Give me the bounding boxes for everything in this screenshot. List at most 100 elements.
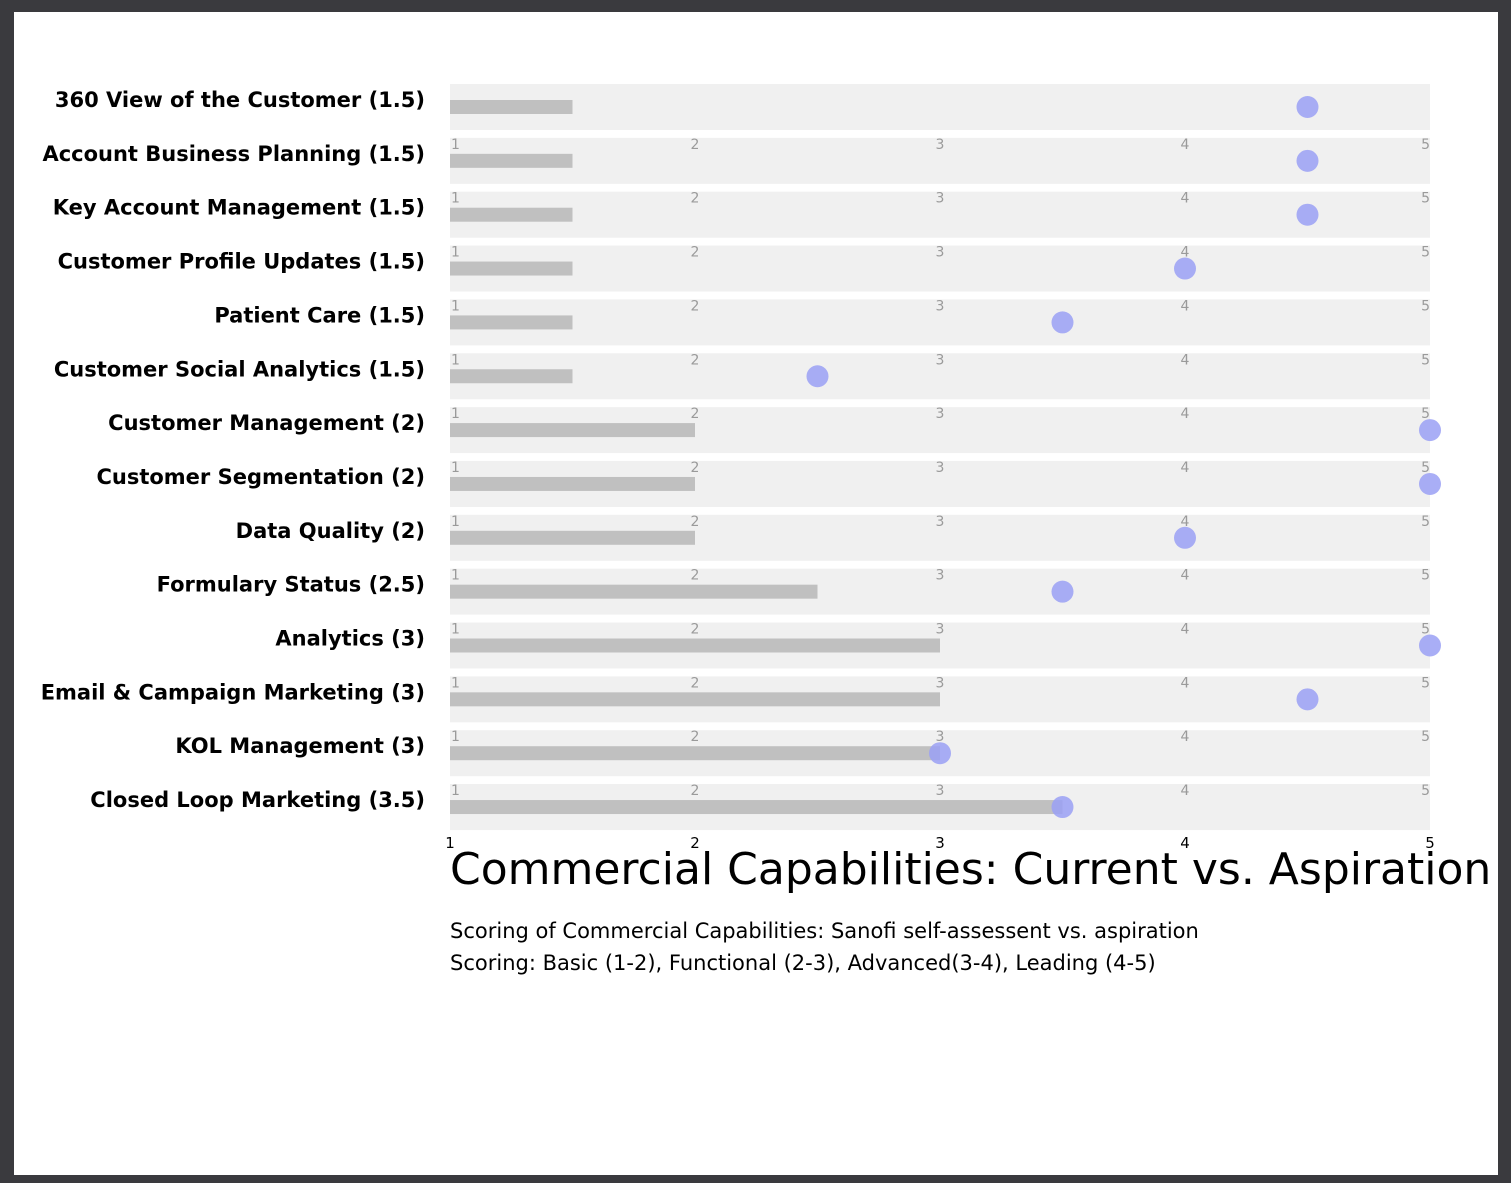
row-tick-label: 3 xyxy=(936,245,945,261)
category-label: Key Account Management (1.5) xyxy=(53,196,425,220)
row-band xyxy=(450,84,1430,130)
row-tick-label: 5 xyxy=(1421,675,1430,691)
row-band xyxy=(450,353,1430,400)
row-tick-label: 1 xyxy=(451,675,460,691)
row-tick-label: 5 xyxy=(1421,352,1430,368)
row-tick-label: 3 xyxy=(936,622,945,638)
row-tick-label: 1 xyxy=(451,137,460,153)
current-bar xyxy=(450,746,940,761)
current-bar xyxy=(450,100,573,114)
current-bar xyxy=(450,584,818,599)
row-tick-label: 3 xyxy=(936,568,945,584)
aspiration-dot xyxy=(1174,526,1196,549)
chart-subtitle-line-1: Scoring of Commercial Capabilities: Sano… xyxy=(450,919,1199,943)
row-tick-label: 3 xyxy=(936,298,945,314)
current-bar xyxy=(450,638,940,653)
current-bar xyxy=(450,207,573,222)
row-tick-label: 5 xyxy=(1421,729,1430,745)
category-label: Customer Management (2) xyxy=(108,411,425,435)
row-tick-label: 5 xyxy=(1421,568,1430,584)
row-tick-label: 4 xyxy=(1181,406,1190,422)
category-label: 360 View of the Customer (1.5) xyxy=(55,88,425,112)
row-tick-label: 2 xyxy=(691,298,700,314)
row-tick-label: 2 xyxy=(691,406,700,422)
row-tick-label: 4 xyxy=(1181,729,1190,745)
aspiration-dot xyxy=(1051,580,1074,603)
aspiration-dot xyxy=(1419,472,1441,495)
current-bar xyxy=(450,423,695,438)
chart-svg: 360 View of the Customer (1.5) 1 2 3 4 5 Accou… xyxy=(41,84,1441,852)
aspiration-dot xyxy=(806,365,829,388)
aspiration-dot xyxy=(1051,796,1074,819)
row-band xyxy=(450,245,1430,292)
row-tick-label: 2 xyxy=(691,514,700,530)
category-label: Customer Profile Updates (1.5) xyxy=(58,250,425,274)
aspiration-dot xyxy=(1296,149,1319,172)
current-bar xyxy=(450,315,573,330)
category-label: Closed Loop Marketing (3.5) xyxy=(90,788,425,812)
current-bar xyxy=(450,530,695,545)
row-tick-label: 2 xyxy=(691,675,700,691)
row-tick-label: 1 xyxy=(451,568,460,584)
row-tick-label: 3 xyxy=(936,783,945,799)
category-label: Patient Care (1.5) xyxy=(214,303,425,327)
x-axis-tick-label: 5 xyxy=(1425,834,1435,852)
current-bar xyxy=(450,800,1063,815)
row-tick-label: 5 xyxy=(1421,245,1430,261)
aspiration-dot xyxy=(1296,203,1319,226)
row-tick-label: 1 xyxy=(451,191,460,207)
aspiration-dot xyxy=(1296,688,1319,711)
row-tick-label: 2 xyxy=(691,568,700,584)
row-tick-label: 5 xyxy=(1421,783,1430,799)
row-tick-label: 1 xyxy=(451,406,460,422)
aspiration-dot xyxy=(1174,257,1196,280)
row-tick-label: 5 xyxy=(1421,137,1430,153)
row-tick-label: 3 xyxy=(936,137,945,153)
row-tick-label: 4 xyxy=(1181,298,1190,314)
row-tick-label: 2 xyxy=(691,622,700,638)
category-label: Customer Segmentation (2) xyxy=(96,465,425,489)
row-tick-label: 4 xyxy=(1181,514,1190,530)
category-label: Email & Campaign Marketing (3) xyxy=(41,680,425,704)
category-label: Formulary Status (2.5) xyxy=(157,573,425,597)
row-tick-label: 2 xyxy=(691,191,700,207)
chart-subtitle-line-2: Scoring: Basic (1-2), Functional (2-3), … xyxy=(450,951,1156,975)
category-label: Customer Social Analytics (1.5) xyxy=(54,357,425,381)
category-label: Analytics (3) xyxy=(275,627,425,651)
current-bar xyxy=(450,692,940,707)
row-tick-label: 4 xyxy=(1181,137,1190,153)
x-axis-tick-label: 4 xyxy=(1180,834,1190,852)
row-tick-label: 1 xyxy=(451,514,460,530)
row-tick-label: 5 xyxy=(1421,191,1430,207)
row-tick-label: 4 xyxy=(1181,460,1190,476)
current-bar xyxy=(450,153,573,168)
x-axis-tick-label: 1 xyxy=(445,834,455,852)
aspiration-dot xyxy=(1419,419,1441,442)
row-tick-label: 4 xyxy=(1181,622,1190,638)
row-tick-label: 2 xyxy=(691,729,700,745)
row-tick-label: 5 xyxy=(1421,406,1430,422)
row-band xyxy=(450,191,1430,238)
row-tick-label: 3 xyxy=(936,352,945,368)
row-tick-label: 5 xyxy=(1421,460,1430,476)
row-tick-label: 4 xyxy=(1181,352,1190,368)
row-tick-label: 2 xyxy=(691,137,700,153)
row-tick-label: 1 xyxy=(451,783,460,799)
category-label: KOL Management (3) xyxy=(175,734,425,758)
current-bar xyxy=(450,261,573,276)
chart-page: 360 View of the Customer (1.5) 1 2 3 4 5 Accou… xyxy=(14,12,1498,1175)
row-band xyxy=(450,137,1430,184)
category-label: Data Quality (2) xyxy=(236,519,425,543)
row-tick-label: 4 xyxy=(1181,675,1190,691)
row-tick-label: 3 xyxy=(936,460,945,476)
row-tick-label: 2 xyxy=(691,783,700,799)
row-tick-label: 1 xyxy=(451,298,460,314)
row-tick-label: 2 xyxy=(691,245,700,261)
x-axis-tick-label: 2 xyxy=(690,834,700,852)
row-tick-label: 1 xyxy=(451,622,460,638)
row-tick-label: 4 xyxy=(1181,191,1190,207)
row-tick-label: 5 xyxy=(1421,298,1430,314)
row-tick-label: 1 xyxy=(451,352,460,368)
row-tick-label: 4 xyxy=(1181,568,1190,584)
row-tick-label: 4 xyxy=(1181,245,1190,261)
